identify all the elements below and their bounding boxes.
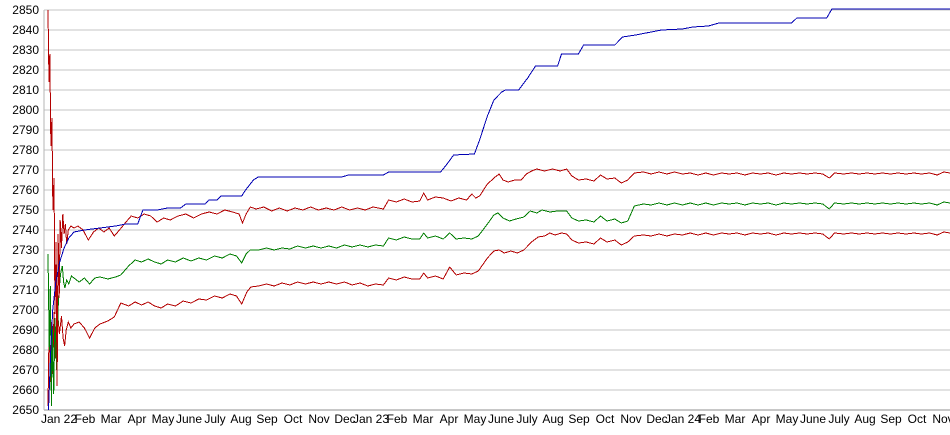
x-axis-label: Apr [752,412,771,426]
y-axis-label: 2670 [12,363,39,377]
x-axis-label: July [828,412,849,426]
x-axis-label: June [176,412,202,426]
y-axis-label: 2830 [12,43,39,57]
x-axis-label: Nov [620,412,641,426]
x-axis-label: Mar [101,412,122,426]
x-axis-label: June [488,412,514,426]
x-axis-label: Jan 24 [665,412,701,426]
y-axis-label: 2810 [12,83,39,97]
y-axis-label: 2690 [12,323,39,337]
x-axis-label: Sep [880,412,902,426]
y-axis-label: 2730 [12,243,39,257]
y-axis-label: 2850 [12,3,39,17]
x-axis-label: Feb [699,412,720,426]
x-axis-label: Apr [440,412,459,426]
x-axis-label: May [464,412,487,426]
y-axis-label: 2770 [12,163,39,177]
x-axis-label: Aug [230,412,251,426]
series-red-line-upper [47,9,950,387]
x-axis-label: Jan 22 [41,412,77,426]
x-axis-label: May [776,412,799,426]
x-axis-label: Aug [854,412,875,426]
x-axis-label: Dec [334,412,355,426]
x-axis-label: Apr [128,412,147,426]
y-axis-label: 2720 [12,263,39,277]
x-axis-label: Mar [413,412,434,426]
x-axis-label: Oct [908,412,927,426]
series-blue-line [48,8,950,411]
y-axis-label: 2790 [12,123,39,137]
x-axis-label: Dec [646,412,667,426]
series-green-line [47,201,950,407]
x-axis-label: Mar [725,412,746,426]
y-axis-label: 2680 [12,343,39,357]
y-axis-label: 2750 [12,203,39,217]
y-axis-label: 2660 [12,383,39,397]
x-axis-label: Feb [387,412,408,426]
y-axis-label: 2780 [12,143,39,157]
x-axis-label: Oct [596,412,615,426]
x-axis-label: Aug [542,412,563,426]
x-axis-label: Nov [932,412,950,426]
x-axis-label: July [516,412,537,426]
y-axis-label: 2710 [12,283,39,297]
series-red-line-lower [47,231,950,407]
x-axis-label: Feb [75,412,96,426]
x-axis-label: Sep [256,412,278,426]
x-axis-label: Nov [308,412,329,426]
y-axis-label: 2820 [12,63,39,77]
x-axis-label: Oct [284,412,303,426]
x-axis-label: July [204,412,225,426]
y-axis-label: 2740 [12,223,39,237]
y-axis-label: 2840 [12,23,39,37]
y-axis-label: 2700 [12,303,39,317]
x-axis-label: June [800,412,826,426]
y-axis-label: 2650 [12,403,39,417]
y-axis-label: 2760 [12,183,39,197]
x-axis-label: May [152,412,175,426]
x-axis-label: Sep [568,412,590,426]
x-axis-label: Jan 23 [353,412,389,426]
y-axis-label: 2800 [12,103,39,117]
